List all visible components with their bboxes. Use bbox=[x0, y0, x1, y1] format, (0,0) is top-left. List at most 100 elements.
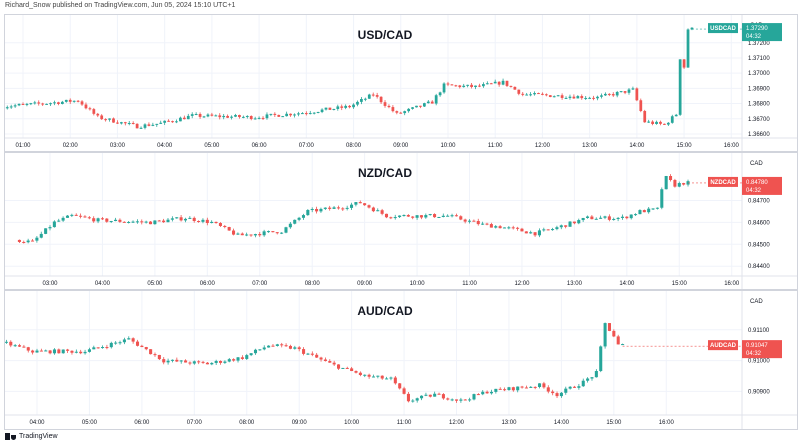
candle-down bbox=[663, 123, 666, 125]
candle-down bbox=[297, 347, 301, 350]
candle-down bbox=[551, 391, 555, 394]
candle-up bbox=[426, 101, 430, 104]
candle-up bbox=[262, 231, 266, 236]
candle-down bbox=[383, 102, 387, 106]
candle-up bbox=[45, 103, 48, 105]
candle-up bbox=[360, 98, 363, 102]
candle-down bbox=[218, 115, 222, 118]
candle-down bbox=[218, 223, 222, 226]
candle-up bbox=[615, 91, 619, 96]
usdcad-chart-pane[interactable]: USD/CADCAD1.372001.371001.370001.369001.… bbox=[4, 14, 798, 152]
candle-up bbox=[686, 29, 690, 68]
candle-up bbox=[467, 220, 472, 222]
candle-up bbox=[297, 217, 301, 220]
candle-down bbox=[446, 83, 450, 85]
nzdcad-chart-pane[interactable]: NZD/CAD CAD 0.84700 0.84600 0.84500 0.84400 03… bbox=[4, 152, 798, 290]
tradingview-footer[interactable]: TradingView bbox=[5, 433, 58, 440]
candle-down bbox=[273, 113, 277, 115]
candle-up bbox=[179, 117, 182, 122]
candle-up bbox=[9, 106, 13, 108]
candle-up bbox=[647, 208, 651, 213]
candle-up bbox=[332, 207, 336, 209]
candle-down bbox=[153, 354, 157, 356]
candle-up bbox=[619, 91, 623, 93]
time-tick-label: 15:00 bbox=[677, 143, 693, 149]
candle-down bbox=[505, 80, 509, 86]
candle-up bbox=[39, 233, 43, 238]
candle-up bbox=[201, 219, 205, 222]
candle-down bbox=[280, 344, 284, 346]
candle-down bbox=[214, 221, 218, 224]
candle-down bbox=[354, 371, 358, 373]
candle-down bbox=[240, 233, 244, 236]
candle-up bbox=[345, 207, 349, 209]
candle-up bbox=[186, 115, 190, 120]
candle-up bbox=[651, 208, 655, 210]
candle-up bbox=[316, 111, 320, 113]
audcad-chart-svg[interactable]: AUD/CAD CAD 0.91100 0.91000 0.90900 04:00 05:0… bbox=[5, 291, 797, 429]
last-price-badge bbox=[742, 176, 782, 195]
candle-up bbox=[96, 218, 100, 222]
time-tick-label: 05:00 bbox=[147, 281, 163, 287]
audcad-chart-pane[interactable]: AUD/CAD CAD 0.91100 0.91000 0.90900 04:00 05:0… bbox=[4, 290, 798, 430]
pane-title: NZD/CAD bbox=[358, 166, 412, 180]
time-tick-label: 07:00 bbox=[252, 281, 268, 287]
candle-down bbox=[84, 104, 88, 109]
candle-up bbox=[501, 80, 505, 85]
candle-down bbox=[616, 336, 620, 345]
candle-down bbox=[454, 215, 458, 217]
candle-down bbox=[611, 94, 615, 96]
candle-up bbox=[627, 89, 631, 93]
candle-up bbox=[324, 107, 328, 110]
candle-up bbox=[214, 115, 218, 117]
candle-down bbox=[17, 239, 21, 242]
candle-up bbox=[556, 95, 560, 97]
candle-up bbox=[599, 346, 603, 372]
candle-down bbox=[511, 227, 515, 229]
usdcad-chart-svg[interactable]: USD/CADCAD1.372001.371001.370001.369001.… bbox=[5, 15, 797, 151]
candle-down bbox=[389, 217, 393, 219]
candle-up bbox=[559, 392, 563, 397]
candle-up bbox=[538, 383, 542, 387]
symbol-badge bbox=[708, 23, 738, 34]
candle-down bbox=[524, 231, 528, 234]
candle-up bbox=[468, 399, 472, 401]
candle-up bbox=[192, 361, 196, 364]
candle-up bbox=[555, 227, 559, 230]
candle-up bbox=[109, 221, 113, 223]
candle-up bbox=[249, 353, 253, 356]
candle-down bbox=[542, 383, 546, 388]
candle-down bbox=[367, 374, 371, 377]
symbol-badge-text: NZDCAD bbox=[710, 180, 736, 186]
candle-down bbox=[521, 93, 525, 95]
time-tick-label: 02:00 bbox=[63, 143, 79, 149]
time-tick-label: 05:00 bbox=[82, 420, 98, 426]
time-tick-label: 13:00 bbox=[501, 420, 517, 426]
candle-up bbox=[678, 59, 682, 115]
candle-down bbox=[171, 121, 174, 123]
candle-up bbox=[376, 375, 380, 377]
candle-up bbox=[420, 395, 424, 399]
candle-up bbox=[234, 114, 237, 117]
candle-up bbox=[320, 109, 324, 112]
candle-up bbox=[175, 121, 178, 123]
nzdcad-chart-svg[interactable]: NZD/CAD CAD 0.84700 0.84600 0.84500 0.84400 03… bbox=[5, 153, 797, 289]
price-tick-label: 1.36600 bbox=[748, 132, 770, 138]
candle-up bbox=[210, 362, 214, 365]
candle-down bbox=[157, 354, 161, 360]
candle-down bbox=[131, 123, 135, 125]
candle-up bbox=[230, 116, 233, 118]
symbol-badge bbox=[708, 340, 738, 351]
candle-down bbox=[350, 368, 354, 372]
candle-up bbox=[660, 189, 664, 208]
candle-up bbox=[306, 353, 310, 355]
candle-up bbox=[363, 374, 367, 376]
candle-up bbox=[424, 394, 428, 396]
candle-up bbox=[371, 376, 376, 378]
candle-down bbox=[57, 102, 60, 104]
candle-up bbox=[612, 218, 616, 220]
candle-up bbox=[466, 84, 470, 86]
candle-up bbox=[245, 116, 249, 118]
candle-up bbox=[61, 217, 65, 221]
tradingview-brand: TradingView bbox=[19, 433, 58, 440]
